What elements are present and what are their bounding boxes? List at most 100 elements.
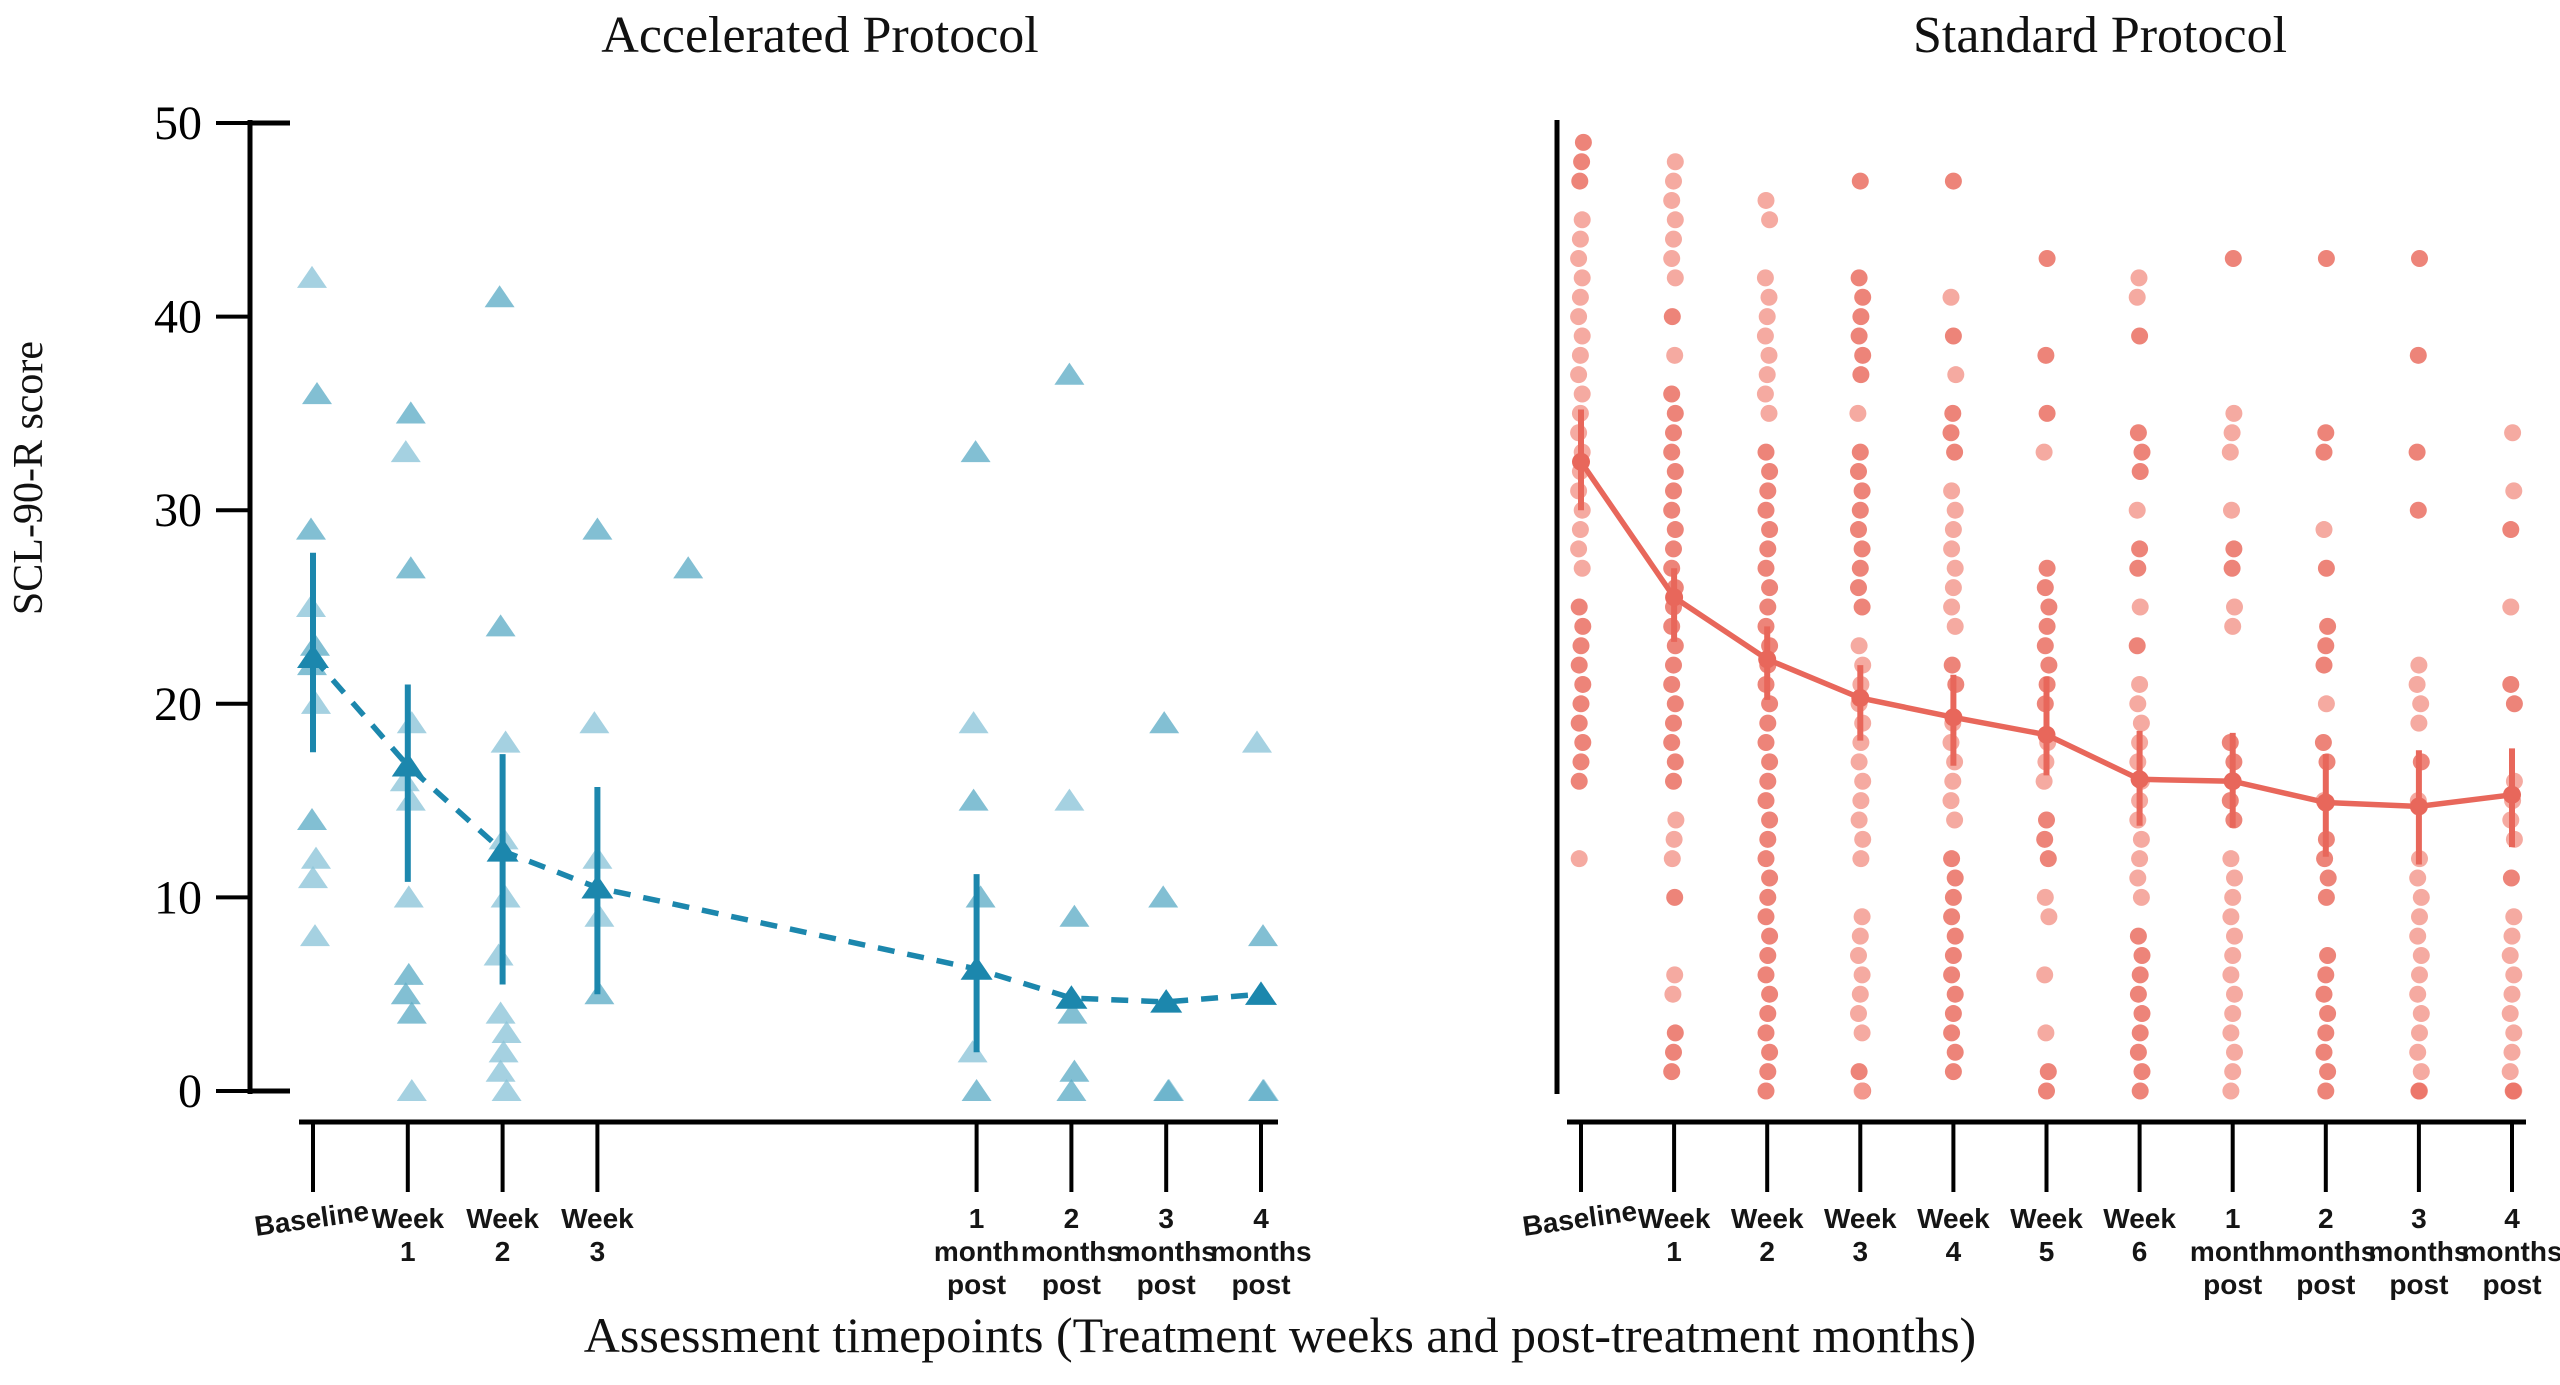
data-point	[1665, 830, 1683, 848]
mean-marker	[2223, 772, 2242, 791]
data-point	[2503, 985, 2521, 1003]
data-point	[2131, 462, 2149, 480]
x-tick-label: 1 month post	[934, 1203, 1020, 1300]
data-point	[2129, 927, 2147, 945]
data-point	[1850, 579, 1867, 597]
data-point	[1663, 191, 1681, 209]
data-point	[297, 265, 327, 288]
data-point	[2317, 888, 2335, 906]
data-point	[1850, 753, 1868, 771]
x-tick-label: Week 1	[1638, 1203, 1711, 1267]
data-point	[1666, 637, 1684, 655]
data-point	[2222, 850, 2240, 868]
data-point	[1663, 850, 1681, 868]
data-point	[1944, 579, 1962, 597]
data-point	[2315, 443, 2333, 461]
data-point	[2222, 908, 2240, 926]
data-point	[1947, 366, 1965, 384]
data-point	[1756, 269, 1774, 287]
data-point	[2039, 850, 2057, 868]
data-point	[1942, 424, 1960, 442]
data-point	[1757, 559, 1775, 577]
data-point	[1666, 521, 1684, 539]
data-point	[1759, 1005, 1777, 1023]
data-point	[491, 1020, 522, 1043]
data-point	[2131, 327, 2149, 345]
data-point	[1757, 850, 1775, 868]
data-point	[1571, 172, 1589, 190]
x-axis-label: Assessment timepoints (Treatment weeks a…	[584, 1307, 1976, 1363]
x-tick-label: 1 month post	[2190, 1203, 2276, 1300]
data-point	[2314, 734, 2332, 752]
data-point	[1666, 404, 1684, 422]
data-point	[1570, 366, 1588, 384]
data-point	[1946, 443, 1964, 461]
data-point	[2129, 985, 2147, 1003]
data-point	[1760, 346, 1778, 364]
data-point	[2133, 946, 2151, 964]
data-point	[1666, 888, 1684, 906]
data-point	[1851, 443, 1869, 461]
data-point	[2224, 1005, 2242, 1023]
data-point	[1054, 788, 1085, 811]
data-point	[2035, 772, 2053, 790]
data-point	[1059, 904, 1090, 927]
data-point	[491, 1079, 522, 1102]
data-point	[1851, 927, 1869, 945]
data-point	[1946, 869, 1964, 887]
data-point	[2505, 908, 2523, 926]
data-point	[2412, 695, 2430, 713]
data-point	[1852, 366, 1870, 384]
data-point	[1757, 792, 1775, 810]
data-point	[2131, 540, 2149, 558]
data-point	[1946, 501, 1964, 519]
data-point	[2502, 869, 2520, 887]
data-point	[2315, 521, 2333, 539]
data-point	[1943, 656, 1961, 674]
data-point	[2226, 927, 2243, 945]
data-point	[1665, 230, 1682, 248]
data-point	[1570, 250, 1588, 268]
data-point	[1944, 404, 1962, 422]
data-point	[1946, 927, 1964, 945]
data-point	[1851, 172, 1869, 190]
data-point	[1944, 772, 1962, 790]
data-point	[488, 1040, 519, 1063]
data-point	[1759, 598, 1777, 616]
data-point	[1571, 346, 1589, 364]
data-point	[1665, 540, 1682, 558]
data-point	[1761, 521, 1779, 539]
x-tick-label: 3 months post	[2368, 1203, 2469, 1300]
data-point	[1944, 172, 1962, 190]
mean-marker	[1572, 452, 1590, 471]
data-point	[2409, 869, 2427, 887]
data-point	[1757, 1024, 1775, 1042]
data-point	[1759, 946, 1777, 964]
data-point	[1761, 985, 1779, 1003]
data-point	[1761, 811, 1779, 829]
data-point	[1573, 269, 1591, 287]
data-point	[484, 285, 515, 308]
data-point	[2128, 637, 2146, 655]
data-point	[2132, 888, 2150, 906]
data-point	[2038, 404, 2056, 422]
data-point	[1574, 617, 1592, 635]
data-point	[2225, 404, 2243, 422]
data-point	[2411, 250, 2428, 268]
y-tick-label: 50	[154, 97, 202, 150]
data-point	[1759, 830, 1777, 848]
data-point	[1570, 850, 1588, 868]
data-point	[2224, 617, 2242, 635]
x-tick-label: 3 months post	[1116, 1203, 1217, 1300]
data-point	[958, 788, 989, 811]
data-point	[2317, 559, 2335, 577]
data-point	[1570, 772, 1588, 790]
data-point	[1943, 908, 1961, 926]
data-point	[2132, 830, 2150, 848]
data-point	[1756, 385, 1774, 403]
data-point	[2409, 985, 2427, 1003]
data-point	[1571, 288, 1589, 306]
data-point	[2317, 966, 2335, 984]
data-point	[2224, 250, 2242, 268]
data-point	[390, 440, 421, 463]
